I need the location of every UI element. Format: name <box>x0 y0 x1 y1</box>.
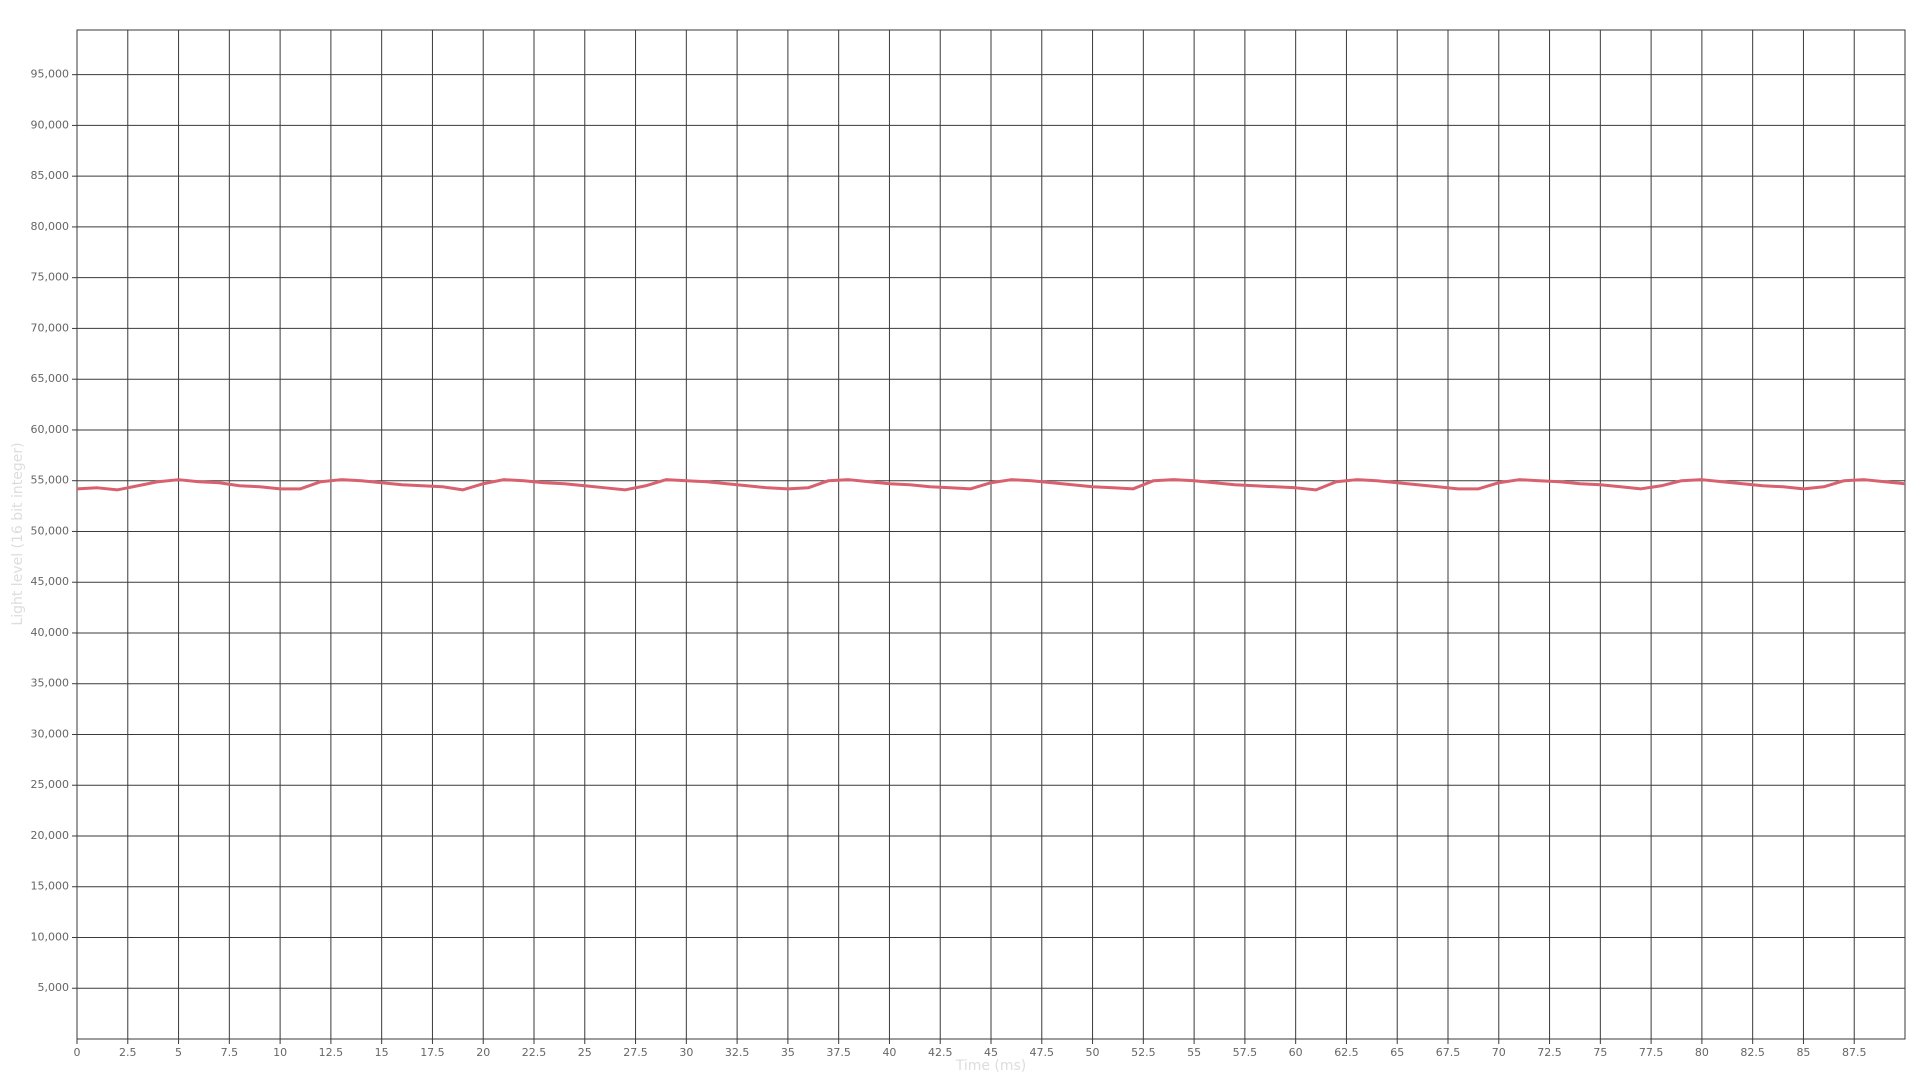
x-tick-label: 85 <box>1796 1046 1810 1059</box>
x-tick-label: 42.5 <box>928 1046 953 1059</box>
x-tick-label: 2.5 <box>119 1046 137 1059</box>
y-tick-label: 10,000 <box>31 930 70 943</box>
x-tick-label: 70 <box>1492 1046 1506 1059</box>
x-tick-label: 20 <box>476 1046 490 1059</box>
x-tick-label: 10 <box>273 1046 287 1059</box>
x-tick-label: 80 <box>1695 1046 1709 1059</box>
x-tick-label: 12.5 <box>319 1046 344 1059</box>
y-tick-label: 40,000 <box>31 626 70 639</box>
y-tick-label: 35,000 <box>31 677 70 690</box>
y-tick-label: 90,000 <box>31 118 70 131</box>
y-tick-label: 45,000 <box>31 575 70 588</box>
x-tick-label: 75 <box>1593 1046 1607 1059</box>
x-tick-label: 50 <box>1086 1046 1100 1059</box>
x-tick-label: 47.5 <box>1030 1046 1055 1059</box>
x-tick-label: 0 <box>74 1046 81 1059</box>
y-tick-label: 85,000 <box>31 169 70 182</box>
y-tick-label: 75,000 <box>31 271 70 284</box>
x-tick-label: 82.5 <box>1740 1046 1765 1059</box>
data-line <box>76 478 1906 492</box>
x-tick-label: 27.5 <box>623 1046 648 1059</box>
x-tick-label: 55 <box>1187 1046 1201 1059</box>
x-tick-label: 7.5 <box>221 1046 239 1059</box>
y-tick-label: 25,000 <box>31 778 70 791</box>
x-tick-label: 17.5 <box>420 1046 445 1059</box>
y-tick-label: 55,000 <box>31 474 70 487</box>
y-tick-label: 5,000 <box>38 981 70 994</box>
x-tick-label: 52.5 <box>1131 1046 1156 1059</box>
x-tick-label: 65 <box>1390 1046 1404 1059</box>
x-tick-label: 87.5 <box>1842 1046 1867 1059</box>
x-tick-label: 32.5 <box>725 1046 750 1059</box>
x-tick-label: 30 <box>679 1046 693 1059</box>
x-tick-label: 40 <box>882 1046 896 1059</box>
x-tick-label: 35 <box>781 1046 795 1059</box>
x-tick-label: 57.5 <box>1233 1046 1258 1059</box>
x-tick-label: 62.5 <box>1334 1046 1359 1059</box>
x-tick-label: 60 <box>1289 1046 1303 1059</box>
x-tick-label: 22.5 <box>522 1046 547 1059</box>
y-tick-label: 65,000 <box>31 372 70 385</box>
y-tick-label: 20,000 <box>31 829 70 842</box>
x-tick-label: 37.5 <box>826 1046 851 1059</box>
x-tick-label: 72.5 <box>1537 1046 1562 1059</box>
y-tick-label: 50,000 <box>31 524 70 537</box>
y-tick-label: 60,000 <box>31 423 70 436</box>
y-axis-title: Light level (16 bit integer) <box>10 442 26 625</box>
y-tick-label: 70,000 <box>31 321 70 334</box>
y-tick-label: 95,000 <box>31 68 70 81</box>
x-tick-label: 25 <box>578 1046 592 1059</box>
y-tick-label: 80,000 <box>31 220 70 233</box>
x-tick-label: 5 <box>175 1046 182 1059</box>
x-tick-label: 15 <box>375 1046 389 1059</box>
x-axis-title: Time (ms) <box>955 1058 1027 1074</box>
x-tick-label: 77.5 <box>1639 1046 1664 1059</box>
y-tick-label: 15,000 <box>31 880 70 893</box>
x-tick-label: 67.5 <box>1436 1046 1461 1059</box>
y-tick-label: 30,000 <box>31 727 70 740</box>
x-tick-label: 45 <box>984 1046 998 1059</box>
